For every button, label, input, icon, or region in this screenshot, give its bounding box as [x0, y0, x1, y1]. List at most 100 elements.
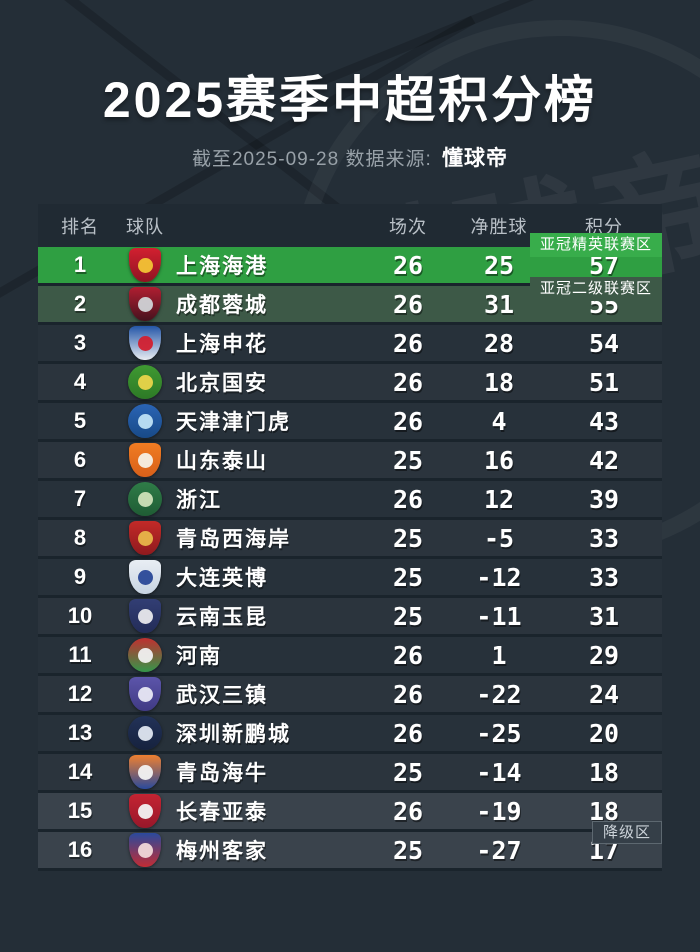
points-cell: 39	[588, 484, 620, 514]
goal-diff-cell: -27	[476, 835, 522, 865]
played-cell: 25	[392, 523, 424, 553]
goal-diff-cell: -22	[476, 679, 522, 709]
points-cell: 33	[588, 562, 620, 592]
rank-cell: 3	[73, 330, 87, 355]
club-crest-accent	[137, 296, 153, 312]
table-row: 1 上海海港 26 25 57	[38, 247, 662, 286]
club-crest-icon	[128, 482, 162, 516]
club-crest-icon	[129, 326, 161, 360]
club-crest-accent	[137, 335, 153, 351]
team-logo-cell	[122, 521, 168, 555]
club-crest-icon	[129, 755, 161, 789]
club-crest-accent	[137, 374, 153, 390]
goal-diff-cell: -19	[476, 796, 522, 826]
team-logo-cell	[122, 443, 168, 477]
club-crest-icon	[128, 638, 162, 672]
table-row: 9 大连英博 25 -12 33	[38, 559, 662, 598]
club-crest-accent	[137, 608, 153, 624]
played-cell: 26	[392, 679, 424, 709]
played-cell: 26	[392, 406, 424, 436]
club-crest-accent	[137, 686, 153, 702]
table-row: 3 上海申花 26 28 54	[38, 325, 662, 364]
goal-diff-cell: -25	[476, 718, 522, 748]
rank-cell: 2	[73, 291, 87, 316]
page-title: 2025赛季中超积分榜	[102, 72, 598, 128]
points-cell: 18	[588, 796, 620, 826]
table-row: 12 武汉三镇 26 -22 24	[38, 676, 662, 715]
goal-diff-cell: -12	[476, 562, 522, 592]
table-header-row: 排名 球队 场次 净胜球 积分	[38, 204, 662, 247]
played-cell: 26	[392, 640, 424, 670]
points-cell: 18	[588, 757, 620, 787]
team-name-cell: 梅州客家	[176, 840, 268, 863]
club-crest-accent	[137, 257, 153, 273]
zone-badge-acl-elite: 亚冠精英联赛区	[529, 233, 662, 257]
header-rank: 排名	[61, 216, 99, 237]
played-cell: 26	[392, 289, 424, 319]
team-name-cell: 山东泰山	[176, 450, 268, 473]
table-body: 1 上海海港 26 25 57 2 成都蓉城 26 31 55 3 上海申花	[38, 247, 662, 871]
club-crest-icon	[128, 716, 162, 750]
rank-cell: 6	[73, 447, 87, 472]
points-cell: 43	[588, 406, 620, 436]
team-name-cell: 青岛西海岸	[176, 528, 291, 551]
team-logo-cell	[122, 482, 168, 516]
club-crest-accent	[137, 647, 153, 663]
club-crest-accent	[137, 725, 153, 741]
club-crest-accent	[137, 803, 153, 819]
table-row: 4 北京国安 26 18 51	[38, 364, 662, 403]
team-logo-cell	[122, 716, 168, 750]
points-cell: 42	[588, 445, 620, 475]
table-row: 6 山东泰山 25 16 42	[38, 442, 662, 481]
team-logo-cell	[122, 638, 168, 672]
points-cell: 54	[588, 328, 620, 358]
points-cell: 33	[588, 523, 620, 553]
club-crest-accent	[137, 413, 153, 429]
subtitle-prefix: 截至2025-09-28 数据来源:	[191, 149, 432, 170]
played-cell: 25	[392, 835, 424, 865]
team-logo-cell	[122, 404, 168, 438]
table-row: 10 云南玉昆 25 -11 31	[38, 598, 662, 637]
rank-cell: 15	[67, 798, 93, 823]
rank-cell: 11	[68, 642, 92, 667]
club-crest-icon	[129, 443, 161, 477]
rank-cell: 16	[67, 837, 93, 862]
points-cell: 31	[588, 601, 620, 631]
points-cell: 29	[588, 640, 620, 670]
points-cell: 20	[588, 718, 620, 748]
team-name-cell: 成都蓉城	[176, 294, 268, 317]
team-name-cell: 深圳新鹏城	[176, 723, 291, 746]
team-logo-cell	[122, 677, 168, 711]
goal-diff-cell: -14	[476, 757, 522, 787]
header-goal-diff: 净胜球	[470, 216, 528, 237]
goal-diff-cell: 18	[483, 367, 515, 397]
team-logo-cell	[122, 833, 168, 867]
table-row: 14 青岛海牛 25 -14 18	[38, 754, 662, 793]
header-played: 场次	[389, 216, 427, 237]
club-crest-accent	[137, 452, 153, 468]
team-name-cell: 北京国安	[176, 372, 268, 395]
rank-cell: 14	[67, 759, 93, 784]
team-name-cell: 武汉三镇	[176, 684, 268, 707]
table-row: 7 浙江 26 12 39	[38, 481, 662, 520]
rank-cell: 9	[73, 564, 87, 589]
club-crest-accent	[137, 842, 153, 858]
table-row: 8 青岛西海岸 25 -5 33	[38, 520, 662, 559]
goal-diff-cell: 16	[483, 445, 515, 475]
zone-badge-relegation: 降级区	[591, 821, 662, 844]
club-crest-icon	[129, 677, 161, 711]
rank-cell: 10	[67, 603, 93, 628]
played-cell: 25	[392, 445, 424, 475]
team-logo-cell	[122, 248, 168, 282]
played-cell: 26	[392, 367, 424, 397]
club-crest-icon	[129, 794, 161, 828]
rank-cell: 7	[73, 486, 87, 511]
team-name-cell: 大连英博	[176, 567, 268, 590]
played-cell: 26	[392, 484, 424, 514]
club-crest-icon	[129, 560, 161, 594]
goal-diff-cell: 25	[483, 250, 515, 280]
table-row: 15 长春亚泰 26 -19 18	[38, 793, 662, 832]
team-name-cell: 浙江	[176, 489, 222, 512]
rank-cell: 4	[73, 369, 87, 394]
